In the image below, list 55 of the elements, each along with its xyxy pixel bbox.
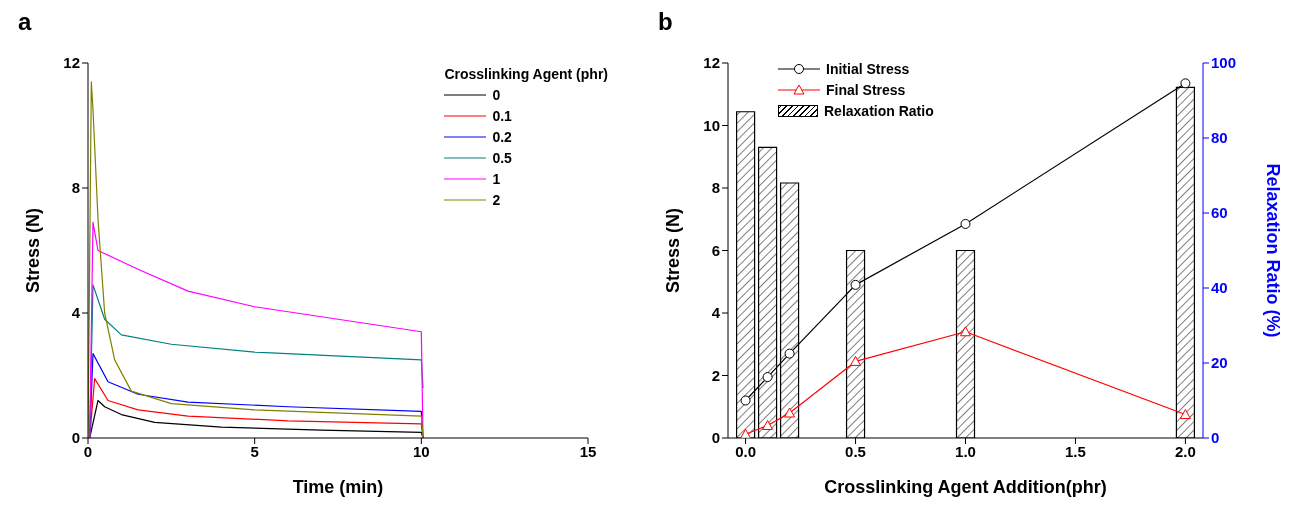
point — [784, 407, 796, 418]
point — [740, 428, 752, 438]
legend-title: Crosslinking Agent (phr) — [444, 66, 608, 82]
point — [1179, 409, 1191, 420]
y2-tick-label: 60 — [1211, 204, 1228, 222]
chart-title: b — [658, 8, 673, 36]
y2-axis-title: Relaxation Ratio (%) — [1262, 163, 1283, 338]
y-tick-label: 12 — [703, 54, 720, 72]
y-tick-label: 12 — [63, 54, 80, 72]
point — [850, 355, 862, 366]
y-tick-label: 4 — [71, 304, 81, 322]
legend-label: 0.2 — [492, 128, 512, 145]
y2-tick-label: 100 — [1211, 54, 1237, 72]
legend-label: 1 — [492, 170, 501, 187]
x-tick-label: 0.5 — [845, 442, 866, 460]
legend-label: 0 — [492, 86, 501, 103]
legend-label: Final Stress — [826, 81, 906, 98]
legend-label: Initial Stress — [826, 60, 910, 77]
y-axis-title: Stress (N) — [23, 207, 44, 294]
point — [762, 420, 774, 430]
legend-label: Relaxation Ratio — [824, 102, 934, 119]
x-tick-label: 1.5 — [1065, 442, 1086, 460]
y-tick-label: 8 — [711, 179, 720, 197]
legend-label: 2 — [492, 191, 501, 208]
y-axis-title: Stress (N) — [663, 207, 684, 294]
x-tick-label: 0.0 — [735, 442, 757, 460]
point — [1180, 78, 1191, 89]
point — [850, 279, 861, 290]
y2-tick-label: 20 — [1211, 354, 1228, 372]
y-tick-label: 0 — [711, 429, 720, 447]
point — [762, 372, 773, 383]
x-axis-title: Crosslinking Agent Addition(phr) — [824, 477, 1107, 497]
legend-label: 0.1 — [492, 107, 512, 124]
y2-tick-label: 0 — [1211, 429, 1220, 447]
point — [960, 326, 971, 337]
y-tick-label: 0 — [71, 429, 80, 447]
y-tick-label: 8 — [71, 179, 80, 197]
x-tick-label: 1.0 — [955, 442, 976, 460]
legend-label: 0.5 — [492, 149, 512, 166]
point — [740, 395, 751, 406]
x-tick-label: 0 — [83, 442, 93, 460]
point — [784, 348, 795, 359]
chart-title: a — [18, 8, 32, 36]
y2-tick-label: 40 — [1211, 279, 1228, 297]
y-tick-label: 6 — [711, 241, 720, 259]
x-tick-label: 5 — [250, 442, 259, 460]
x-tick-label: 2.0 — [1174, 442, 1196, 460]
y-tick-label: 2 — [711, 366, 720, 384]
point — [960, 218, 971, 229]
y-tick-label: 4 — [711, 304, 721, 322]
y-tick-label: 10 — [703, 116, 720, 134]
x-tick-label: 10 — [412, 442, 430, 460]
x-axis-title: Time (min) — [292, 477, 384, 497]
y2-tick-label: 80 — [1211, 129, 1228, 147]
x-tick-label: 15 — [579, 442, 597, 460]
